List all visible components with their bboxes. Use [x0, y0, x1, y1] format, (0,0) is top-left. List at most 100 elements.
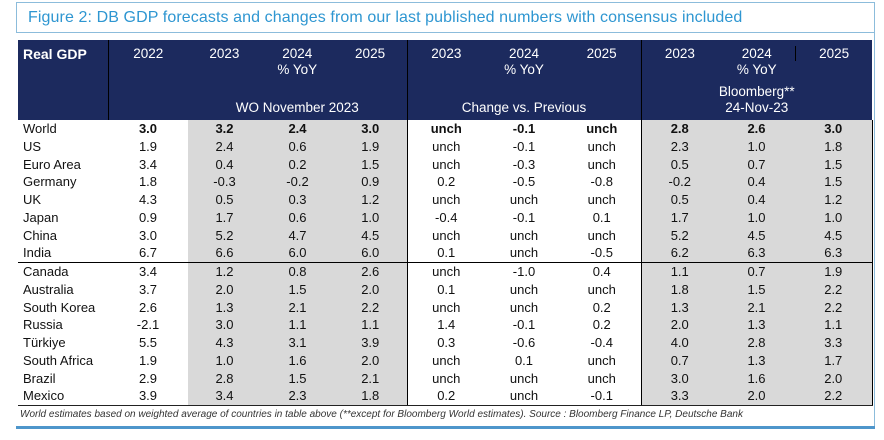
value-cell: 1.2	[334, 191, 407, 209]
value-cell: -0.1	[512, 121, 536, 136]
value-cell: 0.6	[261, 137, 334, 156]
value-cell: 3.0	[795, 120, 873, 138]
value-cell: 2.1	[718, 298, 795, 317]
value-cell: 6.6	[188, 244, 261, 263]
table-row: Japan 0.9 1.7 0.6 1.0 -0.4 -0.1 0.1 1.7 1.0 1.0	[18, 208, 873, 227]
value-cell: 1.4	[406, 316, 485, 334]
value-cell: 2.0	[718, 387, 795, 407]
value-cell: 2.8	[718, 334, 795, 352]
value-cell: 5.2	[640, 226, 718, 245]
value-cell: 1.8	[334, 387, 407, 407]
value-cell: 4.0	[640, 334, 718, 352]
value-cell: 2.0	[188, 280, 261, 299]
value-cell: 0.9	[334, 173, 407, 191]
value-cell: unch	[509, 227, 539, 243]
value-cell: 0.6	[261, 208, 334, 227]
value-cell: 0.7	[718, 261, 795, 281]
value-cell: 0.7	[640, 351, 718, 370]
value-cell: 0.1	[592, 209, 611, 225]
value-cell: unch	[587, 192, 616, 207]
value-cell: 0.5	[640, 191, 718, 209]
value-cell: 1.8	[640, 280, 718, 299]
value-cell: 4.7	[261, 226, 334, 245]
value-cell: 1.0	[718, 137, 795, 156]
figure-title-box: Figure 2: DB GDP forecasts and changes f…	[16, 2, 875, 33]
table-row: UK 4.3 0.5 0.3 1.2 unch unch unch 0.5 0.4 1.2	[18, 191, 873, 209]
value-cell: 6.3	[718, 244, 795, 263]
value-cell: 0.8	[261, 261, 334, 281]
value-cell: 3.0	[334, 120, 407, 138]
value-cell: 1.9	[138, 352, 158, 368]
group-title-line: WO November 2023	[235, 100, 359, 115]
value-cell: -0.6	[512, 335, 536, 350]
group-header-change-vs-previous: 2023 2024 2025 % YoY Change vs. Previous	[406, 40, 641, 120]
real-gdp-header-cell: Real GDP	[18, 40, 109, 120]
value-cell: 1.5	[718, 280, 795, 299]
value-cell: 3.0	[188, 316, 261, 334]
value-cell: 2.2	[795, 387, 873, 407]
country-label: Germany	[23, 174, 77, 190]
value-cell: 2.8	[640, 120, 718, 138]
value-cell: 1.5	[795, 173, 873, 191]
value-cell: 0.3	[406, 334, 485, 352]
group-years: 2023 2024 2025	[188, 46, 407, 61]
value-cell: -0.4	[590, 335, 613, 350]
country-label: Mexico	[18, 387, 108, 407]
value-cell: -0.1	[512, 138, 536, 154]
year-2022-header-cell: 2022	[108, 40, 188, 120]
value-cell: 3.2	[188, 120, 261, 138]
table-row: China 3.0 5.2 4.7 4.5 unch unch unch 5.2 4.5 4.5	[18, 226, 873, 245]
value-cell: 1.7	[640, 208, 718, 227]
value-cell: 2.0	[795, 369, 873, 388]
value-cell: 1.7	[188, 208, 261, 227]
value-cell: unch	[406, 261, 485, 281]
value-cell: 6.3	[795, 244, 873, 263]
country-label: Australia	[23, 281, 74, 297]
value-cell: 2.4	[188, 137, 261, 156]
value-cell: unch	[509, 299, 539, 315]
value-cell: -0.4	[406, 208, 485, 227]
value-cell: -0.5	[512, 174, 536, 190]
country-label: China	[23, 227, 57, 243]
year-header: 2023	[664, 46, 695, 61]
country-label: US	[23, 138, 42, 154]
value-cell: 0.2	[406, 387, 485, 407]
value-cell: 3.3	[640, 387, 718, 407]
value-cell: 2.6	[138, 299, 158, 315]
value-cell: 1.3	[718, 351, 795, 370]
value-cell: 1.8	[795, 137, 873, 156]
value-cell: 5.5	[138, 335, 158, 350]
value-cell: 1.0	[795, 208, 873, 227]
value-cell: unch	[406, 351, 485, 370]
value-cell: 4.5	[334, 226, 407, 245]
value-cell: unch	[406, 226, 485, 245]
group-title: Change vs. Previous	[408, 100, 641, 116]
group-years: 2023 2024 2025	[642, 46, 873, 61]
value-cell: unch	[406, 120, 485, 138]
year-header: 2025	[586, 46, 617, 61]
group-title-line: Bloomberg**	[718, 84, 795, 99]
value-cell: 4.3	[188, 334, 261, 352]
group-unit-label: % YoY	[736, 62, 777, 77]
table-header-row: Real GDP 2022 2023 2024 2025 % YoY WO No…	[18, 40, 873, 120]
value-cell: 0.5	[640, 155, 718, 174]
value-cell: 3.0	[138, 121, 158, 136]
value-cell: 2.0	[334, 351, 407, 370]
value-cell: 3.1	[261, 334, 334, 352]
value-cell: 4.5	[718, 226, 795, 245]
value-cell: 3.0	[138, 227, 158, 243]
country-label: South Korea	[23, 299, 96, 315]
value-cell: -0.5	[590, 245, 613, 261]
country-label: Japan	[23, 209, 59, 225]
value-cell: 1.0	[334, 208, 407, 227]
value-cell: 1.5	[261, 280, 334, 299]
country-label: South Africa	[23, 352, 94, 368]
table-row: World 3.0 3.2 2.4 3.0 unch -0.1 unch 2.8 2.6 3.0	[18, 120, 873, 138]
value-cell: 0.4	[718, 191, 795, 209]
value-cell: 0.4	[563, 261, 641, 281]
value-cell: 2.8	[188, 369, 261, 388]
value-cell: 4.5	[795, 226, 873, 245]
value-cell: 1.1	[795, 316, 873, 334]
table-row: Australia 3.7 2.0 1.5 2.0 0.1 unch unch 1.8 1.5 2.…	[18, 280, 873, 299]
